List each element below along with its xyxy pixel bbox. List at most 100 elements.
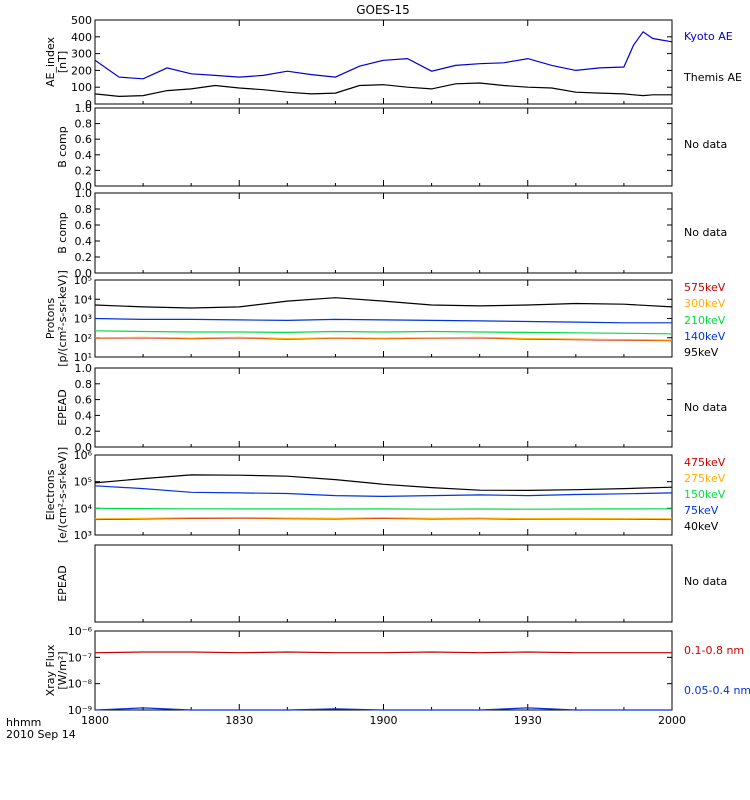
series-line-6-3 (94, 507, 673, 510)
series-line-6-5 (94, 474, 673, 492)
legend-entry: 0.1-0.8 nm (684, 644, 744, 657)
x-tick-label: 2000 (658, 714, 686, 727)
y-tick-label: 300 (71, 48, 92, 61)
y-tick-label: 0.6 (75, 219, 93, 232)
y-tick-label: 0 (85, 98, 92, 111)
y-tick-label: 0.0 (75, 180, 93, 193)
y-tick-label: 1.0 (75, 187, 93, 200)
y-tick-label: 10⁻⁶ (68, 625, 93, 638)
x-axis: 1800 1830 1900 1930 2000 (81, 714, 686, 727)
y-tick-label: 10² (74, 332, 92, 345)
panel-frame (94, 192, 673, 274)
panel-frame (94, 367, 673, 448)
series-line-4-4 (94, 317, 672, 324)
legend-entry: 75keV (684, 504, 719, 517)
panel-2: 0.0 0.2 0.4 0.6 0.8 1.0 B comp No data (56, 102, 727, 193)
x-tick-label: 1830 (225, 714, 253, 727)
chart-title: GOES-15 (356, 3, 410, 17)
y-tick-label: 0.6 (75, 394, 93, 407)
panel-frame (94, 454, 673, 536)
y-tick-label: 10⁻⁷ (68, 651, 92, 664)
y-tick-label: 500 (71, 14, 92, 27)
y-tick-label: 1.0 (75, 362, 93, 375)
legend-entry: Themis AE (683, 71, 742, 84)
y-tick-label: 200 (71, 64, 92, 77)
x-tick-label: 1800 (81, 714, 109, 727)
legend-entry: 140keV (684, 330, 726, 343)
y-tick-label: 0.0 (75, 267, 93, 280)
no-data-label: No data (684, 226, 727, 239)
series-line-4-5 (94, 297, 673, 309)
y-tick-label: 400 (71, 31, 92, 44)
series-line-4-3 (94, 330, 673, 335)
panel-frame (94, 107, 673, 187)
y-tick-label: 0.8 (75, 203, 93, 216)
y-tick-label: 10¹ (74, 351, 92, 364)
panels: 0 100 200 300 400 500 AE_index [nT] Kyoto AE Them… (44, 14, 750, 717)
y-tick-label: 10⁵ (74, 476, 92, 489)
y-tick-label: 10³ (74, 313, 92, 326)
y-axis-label: Electrons (44, 469, 57, 520)
legend-entry: 95keV (684, 346, 719, 359)
y-tick-label: 10⁶ (74, 449, 93, 462)
panel-5: 0.0 0.2 0.4 0.6 0.8 1.0 EPEAD No data (56, 362, 727, 454)
x-corner-label-hhmm: hhmm (6, 716, 41, 729)
panel-1: 0 100 200 300 400 500 AE_index [nT] Kyoto AE Them… (44, 14, 742, 111)
y-tick-label: 0.4 (75, 409, 93, 422)
panel-frame (94, 19, 673, 105)
y-axis-unit: [e/(cm²-s-sr-keV)] (56, 447, 69, 543)
x-tick-label: 1900 (370, 714, 398, 727)
y-axis-label: B comp (56, 212, 69, 254)
legend-entry: 475keV (684, 456, 726, 469)
series-line-1-1 (94, 30, 673, 80)
x-corner-label-date: 2010 Sep 14 (6, 728, 76, 741)
y-axis-unit: [p/(cm²-s-sr-keV)] (56, 270, 69, 367)
y-tick-label: 0.8 (75, 118, 93, 131)
series-line-4-2 (94, 336, 673, 341)
series-line-1-2 (94, 82, 672, 98)
y-tick-label: 0.0 (75, 441, 93, 454)
panel-6: 10³ 10⁴ 10⁵ 10⁶ Electrons [e/(cm²-s-sr-keV)] 4… (44, 447, 726, 543)
y-axis-label: EPEAD (56, 389, 69, 426)
y-tick-label: 0.4 (75, 235, 93, 248)
panel-4: 10¹ 10² 10³ 10⁴ 10⁵ Protons [p/(cm²-s-sr-keV)]… (44, 270, 726, 367)
series-line-6-2 (94, 516, 673, 520)
x-tick-label: 1930 (514, 714, 542, 727)
y-axis-label: EPEAD (56, 565, 69, 602)
series-line-8-2 (94, 707, 672, 711)
y-tick-label: 0.2 (75, 164, 93, 177)
y-tick-label: 10³ (74, 529, 92, 542)
y-tick-label: 0.4 (75, 149, 93, 162)
y-axis-unit: [nT] (56, 51, 69, 73)
y-tick-label: 10⁴ (74, 502, 93, 515)
panel-frame (94, 630, 673, 711)
y-tick-label: 0.6 (75, 133, 93, 146)
y-tick-label: 100 (71, 81, 92, 94)
y-axis-label: B comp (56, 126, 69, 168)
legend-entry: 300keV (684, 297, 726, 310)
y-tick-label: 10⁴ (74, 293, 93, 306)
legend-entry: Kyoto AE (684, 30, 733, 43)
panel-3: 0.0 0.2 0.4 0.6 0.8 1.0 B comp No data (56, 187, 727, 280)
y-tick-label: 10⁻⁸ (68, 678, 93, 691)
y-tick-label: 0.2 (75, 425, 93, 438)
no-data-label: No data (684, 575, 727, 588)
series-line-8-1 (94, 651, 672, 654)
no-data-label: No data (684, 138, 727, 151)
y-tick-label: 10⁻⁹ (68, 704, 92, 717)
y-axis-label: AE_index (44, 36, 57, 87)
panel-frame (94, 544, 673, 623)
legend-entry: 210keV (684, 314, 726, 327)
y-tick-label: 0.2 (75, 251, 93, 264)
y-axis-label: Xray Flux (44, 644, 57, 696)
legend-entry: 575keV (684, 281, 726, 294)
y-tick-label: 0.8 (75, 378, 93, 391)
y-tick-label: 10⁵ (74, 274, 92, 287)
legend-entry: 40keV (684, 520, 719, 533)
legend-entry: 275keV (684, 472, 726, 485)
y-axis-unit: [W/m²] (56, 651, 69, 689)
panel-frame (94, 279, 673, 358)
legend-entry: 150keV (684, 488, 726, 501)
series-line-6-4 (94, 485, 673, 498)
